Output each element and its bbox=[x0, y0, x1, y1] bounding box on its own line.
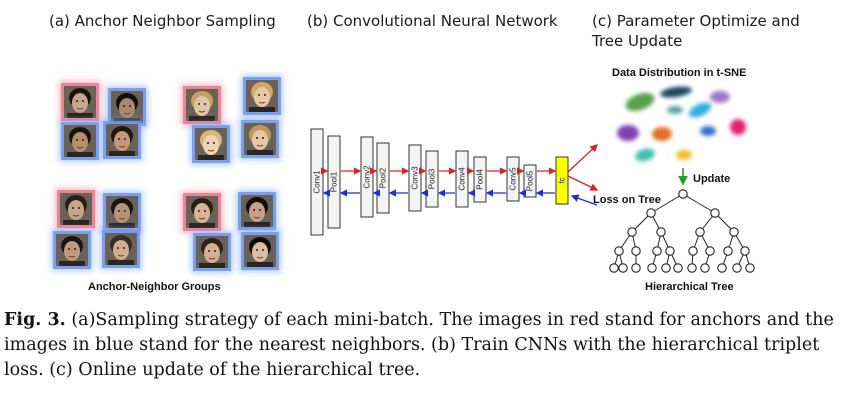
tree-node bbox=[618, 263, 628, 273]
cnn-arrows bbox=[321, 167, 557, 197]
tree-node bbox=[717, 263, 727, 273]
tree-edge bbox=[650, 193, 684, 214]
tsne-clusters bbox=[617, 86, 746, 162]
neighbor-face-image bbox=[111, 91, 143, 123]
layer-label-pool4: Pool4 bbox=[476, 169, 485, 190]
layer-label-conv4: Conv4 bbox=[458, 167, 467, 191]
neighbor-face-image bbox=[64, 125, 96, 157]
layer-label-pool5: Pool5 bbox=[526, 170, 535, 191]
tree-node bbox=[661, 263, 671, 273]
cluster-blob bbox=[660, 86, 692, 98]
tree-node bbox=[609, 263, 619, 273]
hierarchical-tree bbox=[609, 189, 755, 273]
tree-node bbox=[627, 227, 637, 237]
tree-node bbox=[740, 246, 750, 256]
layer-box-conv2 bbox=[360, 136, 374, 218]
layer-box-conv5 bbox=[506, 156, 520, 202]
tree-node bbox=[646, 208, 656, 218]
neighbor-face-image bbox=[106, 196, 138, 228]
tree-node bbox=[745, 263, 755, 273]
tree-node bbox=[614, 246, 624, 256]
neighbor-face-image bbox=[105, 233, 137, 265]
cluster-blob bbox=[700, 126, 716, 136]
cluster-blob bbox=[617, 125, 639, 141]
tree-node bbox=[705, 246, 715, 256]
cluster-blob bbox=[688, 102, 712, 118]
tree-node bbox=[652, 246, 662, 256]
loss-on-tree-label: Loss on Tree bbox=[593, 194, 661, 206]
tree-node bbox=[647, 263, 657, 273]
layer-box-pool1 bbox=[327, 135, 341, 229]
anchor-face-image bbox=[186, 89, 218, 121]
panel-b-title: (b) Convolutional Neural Network bbox=[307, 12, 558, 30]
cnn-layers: Conv1 Pool1 Conv2 Pool2 Conv3 Pool3 Conv4 Pool4… bbox=[310, 128, 569, 236]
neighbor-face-image bbox=[244, 123, 276, 155]
tree-node bbox=[695, 227, 705, 237]
tree-node bbox=[729, 227, 739, 237]
layer-label-fc: fc bbox=[558, 177, 567, 183]
tree-node bbox=[678, 189, 688, 199]
fc-to-tree-arrow bbox=[567, 175, 599, 191]
neighbor-face-image bbox=[246, 80, 278, 112]
panel-a-title: (a) Anchor Neighbor Sampling bbox=[49, 12, 276, 30]
cluster-blob bbox=[635, 148, 655, 162]
tree-node bbox=[723, 246, 733, 256]
layer-box-pool5 bbox=[523, 164, 537, 198]
cluster-blob bbox=[652, 127, 672, 141]
layer-label-pool1: Pool1 bbox=[330, 171, 339, 192]
layer-box-pool4 bbox=[473, 156, 487, 203]
data-distribution-label: Data Distribution in t-SNE bbox=[612, 67, 747, 79]
layer-box-fc bbox=[555, 156, 569, 205]
layer-label-pool3: Pool3 bbox=[428, 168, 437, 189]
tree-node bbox=[700, 263, 710, 273]
tree-node bbox=[732, 263, 742, 273]
caption-text: (a)Sampling strategy of each mini-batch.… bbox=[4, 310, 834, 380]
layer-label-conv2: Conv2 bbox=[363, 165, 372, 189]
neighbor-face-image bbox=[241, 195, 273, 227]
update-label: Update bbox=[693, 173, 731, 185]
neighbor-face-image bbox=[244, 235, 276, 267]
anchor-face-image bbox=[60, 193, 92, 225]
anchor-face-image bbox=[186, 196, 218, 228]
tree-node bbox=[673, 263, 683, 273]
tree-node bbox=[631, 246, 641, 256]
layer-label-conv1: Conv1 bbox=[313, 170, 322, 194]
cluster-blob bbox=[667, 106, 683, 114]
cluster-blob bbox=[730, 119, 746, 135]
neighbor-face-image bbox=[196, 236, 228, 268]
neighbor-face-image bbox=[195, 128, 227, 160]
cluster-blob bbox=[710, 91, 730, 103]
layer-label-pool2: Pool2 bbox=[379, 167, 388, 188]
fc-to-distribution-arrow bbox=[567, 144, 598, 173]
caption-fig-label: Fig. 3. bbox=[4, 310, 66, 330]
layer-box-conv1 bbox=[310, 128, 324, 236]
tree-node bbox=[656, 227, 666, 237]
tree-node bbox=[688, 246, 698, 256]
panel-c-title-line2: Tree Update bbox=[592, 32, 683, 50]
cluster-blob bbox=[625, 92, 655, 112]
layer-box-pool2 bbox=[376, 142, 390, 214]
layer-box-pool3 bbox=[425, 150, 439, 208]
tree-edge bbox=[682, 193, 716, 214]
panel-c-title-line1: (c) Parameter Optimize and bbox=[592, 12, 800, 30]
tree-node bbox=[631, 263, 641, 273]
layer-label-conv5: Conv5 bbox=[509, 167, 518, 191]
figure-caption: Fig. 3. (a)Sampling strategy of each min… bbox=[4, 308, 864, 383]
layer-box-conv3 bbox=[408, 144, 422, 212]
layer-label-conv3: Conv3 bbox=[411, 166, 420, 190]
anchor-face-image bbox=[64, 86, 96, 118]
neighbor-face-image bbox=[56, 234, 88, 266]
cluster-blob bbox=[676, 150, 692, 160]
tree-node bbox=[710, 208, 720, 218]
anchor-groups-label: Anchor-Neighbor Groups bbox=[88, 281, 221, 293]
architecture-diagram: Conv1 Pool1 Conv2 Pool2 Conv3 Pool3 Conv4 Pool4… bbox=[310, 86, 755, 273]
hierarchical-tree-label: Hierarchical Tree bbox=[645, 281, 734, 293]
layer-box-conv4 bbox=[455, 150, 469, 208]
tree-node bbox=[687, 263, 697, 273]
tree-node bbox=[665, 246, 675, 256]
neighbor-face-image bbox=[106, 124, 138, 156]
loss-to-fc-arrow bbox=[570, 194, 598, 206]
